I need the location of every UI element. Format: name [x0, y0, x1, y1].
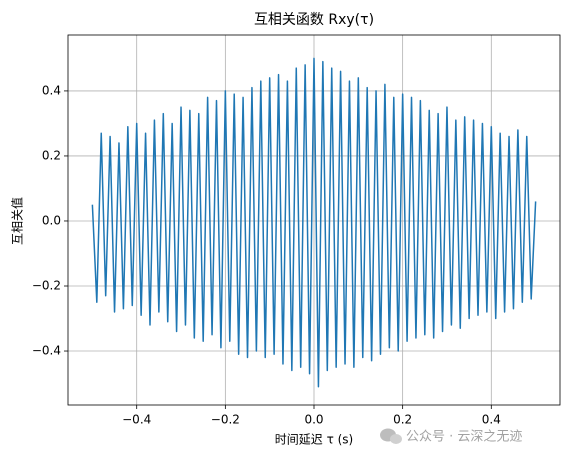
y-tick-label: 0.4	[42, 83, 61, 97]
x-tick-label: 0.0	[304, 413, 323, 427]
x-axis-label: 时间延迟 τ (s)	[275, 433, 353, 447]
watermark: 公众号 · 云深之无迹	[380, 428, 522, 445]
x-tick-label: −0.2	[211, 413, 240, 427]
y-axis-label: 互相关值	[10, 197, 25, 245]
y-tick-label: 0.2	[42, 148, 61, 162]
watermark-icon	[390, 434, 402, 444]
y-tick-label: 0.0	[42, 213, 61, 227]
y-tick-label: −0.2	[32, 279, 61, 293]
y-tick-label: −0.4	[32, 344, 61, 358]
x-tick-label: −0.4	[122, 413, 151, 427]
chart-title: 互相关函数 Rxy(τ)	[254, 12, 374, 28]
x-tick-label: 0.2	[393, 413, 412, 427]
watermark-text: 公众号 · 云深之无迹	[406, 430, 522, 445]
x-tick-label: 0.4	[482, 413, 501, 427]
plot-frame	[67, 34, 561, 406]
data-line	[91, 57, 537, 388]
